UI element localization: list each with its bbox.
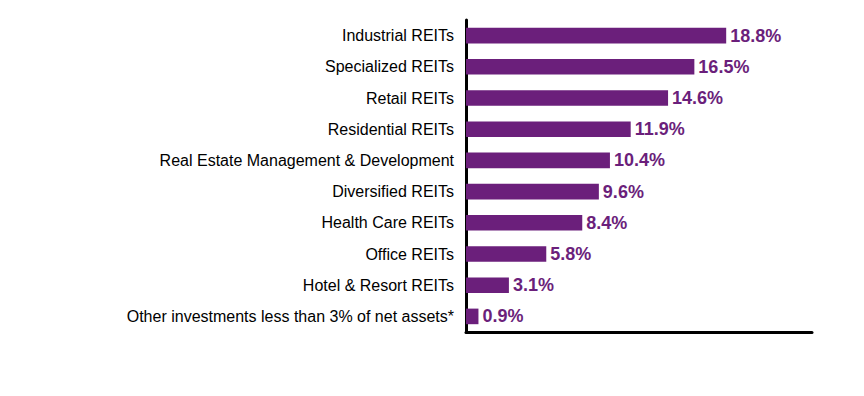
svg-text:0.9%: 0.9%	[482, 306, 523, 326]
svg-text:Health Care REITs: Health Care REITs	[322, 214, 455, 231]
svg-text:Specialized REITs: Specialized REITs	[325, 58, 454, 75]
svg-text:10.4%: 10.4%	[614, 150, 665, 170]
svg-text:Residential REITs: Residential REITs	[328, 121, 454, 138]
svg-text:Hotel & Resort REITs: Hotel & Resort REITs	[303, 277, 454, 294]
svg-text:Office REITs: Office REITs	[365, 246, 454, 263]
svg-text:11.9%: 11.9%	[635, 119, 685, 139]
svg-text:8.4%: 8.4%	[586, 213, 627, 233]
svg-text:14.6%: 14.6%	[672, 88, 723, 108]
svg-text:5.8%: 5.8%	[550, 244, 591, 264]
svg-text:Diversified REITs: Diversified REITs	[332, 183, 454, 200]
svg-text:16.5%: 16.5%	[698, 57, 749, 77]
svg-text:18.8%: 18.8%	[730, 26, 781, 46]
svg-text:Industrial REITs: Industrial REITs	[342, 27, 454, 44]
svg-text:Real Estate Management & Devel: Real Estate Management & Development	[160, 152, 455, 169]
svg-text:9.6%: 9.6%	[603, 182, 644, 202]
svg-text:Retail REITs: Retail REITs	[366, 90, 454, 107]
svg-text:Other investments less than 3%: Other investments less than 3% of net as…	[127, 308, 454, 325]
svg-text:3.1%: 3.1%	[513, 275, 554, 295]
